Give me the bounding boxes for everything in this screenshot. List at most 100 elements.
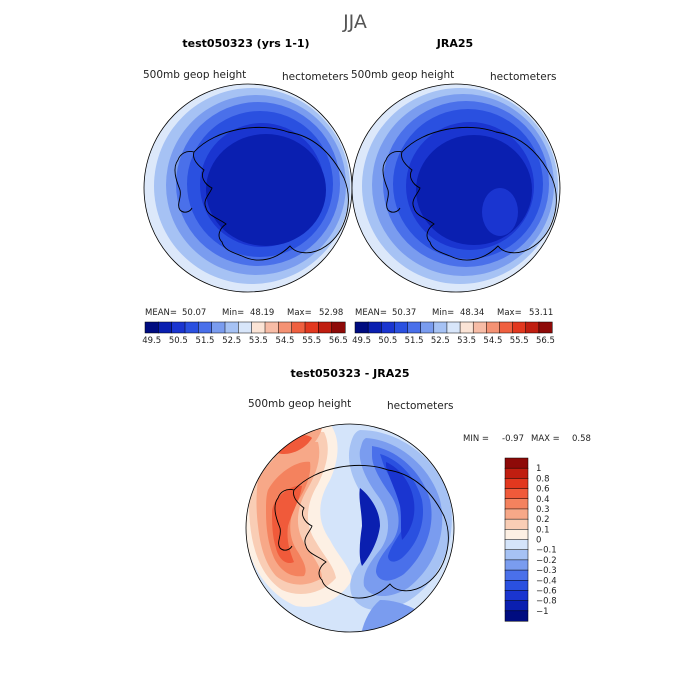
colorbar-tick-label: 51.5 bbox=[405, 336, 424, 346]
colorbar-swatch bbox=[504, 488, 529, 500]
stat-min-value: 48.34 bbox=[460, 308, 484, 318]
stat-max-value: 0.58 bbox=[572, 434, 591, 444]
colorbar-swatch bbox=[144, 321, 159, 334]
colorbar-tick-label: 54.5 bbox=[276, 336, 295, 346]
colorbar-swatch bbox=[446, 321, 461, 334]
colorbar-tick-label: 54.5 bbox=[483, 336, 502, 346]
stat-mean-label: MEAN= bbox=[355, 308, 387, 318]
colorbar-tick-label: 1 bbox=[536, 464, 541, 474]
colorbar-swatch bbox=[433, 321, 448, 334]
panel-obs-map bbox=[352, 84, 560, 292]
stat-mean-label: MEAN= bbox=[145, 308, 177, 318]
colorbar-swatch bbox=[499, 321, 514, 334]
colorbar-tick-label: −0.8 bbox=[536, 597, 557, 607]
figure-title: JJA bbox=[342, 11, 367, 33]
colorbar-swatch bbox=[504, 508, 529, 520]
colorbar-swatch bbox=[224, 321, 239, 334]
colorbar-swatch bbox=[504, 518, 529, 530]
colorbar-swatch bbox=[291, 321, 306, 334]
panel-diff-units-label: hectometers bbox=[387, 400, 453, 412]
panel-obs: JRA25 500mb geop height hectometers bbox=[351, 37, 561, 293]
colorbar-diff: 10.80.60.40.30.20.10−0.1−0.2−0.3−0.4−0.6… bbox=[504, 457, 557, 622]
colorbar-swatch bbox=[278, 321, 293, 334]
colorbar-tick-label: −0.2 bbox=[536, 556, 557, 566]
colorbar-tick-label: 49.5 bbox=[352, 336, 371, 346]
colorbar-swatch bbox=[504, 467, 529, 479]
colorbar-swatch bbox=[504, 457, 529, 469]
colorbar-obs: 49.5 50.5 51.5 52.5 53.5 54.5 55.5 56.5 bbox=[352, 321, 555, 346]
stat-max-value: 53.11 bbox=[529, 308, 553, 318]
colorbar-tick-label: 0.1 bbox=[536, 525, 550, 535]
colorbar-tick-label: 0.4 bbox=[536, 495, 550, 505]
colorbar-tick-label: 0.8 bbox=[536, 474, 550, 484]
colorbar-swatch bbox=[504, 600, 529, 612]
stat-min-label: Min= bbox=[432, 308, 454, 318]
colorbar-swatch bbox=[525, 321, 540, 334]
panel-model: test050323 (yrs 1-1) 500mb geop height h… bbox=[143, 37, 353, 293]
stat-min-label: MIN = bbox=[463, 434, 489, 444]
colorbar-swatch bbox=[504, 580, 529, 591]
colorbar-tick-label: 56.5 bbox=[536, 336, 555, 346]
stat-min-value: 48.19 bbox=[250, 308, 274, 318]
colorbar-swatch bbox=[504, 590, 529, 602]
colorbar-tick-label: 56.5 bbox=[329, 336, 348, 346]
colorbar-tick-label: −0.4 bbox=[536, 576, 557, 586]
stat-min-value: -0.97 bbox=[502, 434, 524, 444]
stat-max-label: Max= bbox=[287, 308, 312, 318]
panel-model-map bbox=[144, 84, 352, 292]
colorbar-swatch bbox=[171, 321, 186, 334]
colorbar-swatch bbox=[459, 321, 474, 334]
colorbar-tick-label: 55.5 bbox=[510, 336, 529, 346]
colorbar-swatch bbox=[538, 321, 553, 334]
panel-model-stats: MEAN= 50.07 Min= 48.19 Max= 52.98 bbox=[145, 308, 343, 318]
colorbar-swatch bbox=[354, 321, 369, 334]
colorbar-tick-label: 52.5 bbox=[431, 336, 450, 346]
colorbar-swatch bbox=[504, 549, 529, 561]
colorbar-swatch bbox=[264, 321, 279, 334]
colorbar-swatch bbox=[318, 321, 333, 334]
colorbar-tick-label: 51.5 bbox=[196, 336, 215, 346]
colorbar-swatch bbox=[158, 321, 173, 334]
panel-model-units-label: hectometers bbox=[282, 71, 348, 83]
colorbar-swatch bbox=[472, 321, 487, 334]
stat-mean-value: 50.07 bbox=[182, 308, 206, 318]
panel-diff-title: test050323 - JRA25 bbox=[290, 367, 409, 380]
colorbar-tick-label: 52.5 bbox=[222, 336, 241, 346]
colorbar-tick-label: 50.5 bbox=[378, 336, 397, 346]
colorbar-swatch bbox=[504, 610, 529, 622]
colorbar-swatch bbox=[304, 321, 319, 334]
colorbar-swatch bbox=[367, 321, 382, 334]
colorbar-tick-label: 49.5 bbox=[142, 336, 161, 346]
colorbar-swatch bbox=[504, 498, 529, 510]
colorbar-swatch bbox=[504, 529, 529, 541]
colorbar-tick-label: 0.2 bbox=[536, 515, 550, 525]
colorbar-tick-label: −0.1 bbox=[536, 546, 557, 556]
colorbar-model: 49.5 50.5 51.5 52.5 53.5 54.5 55.5 56.5 bbox=[142, 321, 348, 346]
colorbar-swatch bbox=[251, 321, 266, 334]
colorbar-tick-label: 53.5 bbox=[249, 336, 268, 346]
stat-max-value: 52.98 bbox=[319, 308, 343, 318]
stat-mean-value: 50.37 bbox=[392, 308, 416, 318]
colorbar-tick-label: 0 bbox=[536, 536, 541, 546]
panel-diff-field-label: 500mb geop height bbox=[248, 398, 351, 410]
colorbar-tick-label: −0.6 bbox=[536, 586, 557, 596]
colorbar-swatch bbox=[238, 321, 253, 334]
panel-model-title: test050323 (yrs 1-1) bbox=[182, 37, 309, 50]
colorbar-swatch bbox=[394, 321, 409, 334]
colorbar-swatch bbox=[486, 321, 501, 334]
colorbar-swatch bbox=[504, 539, 529, 551]
panel-obs-field-label: 500mb geop height bbox=[351, 69, 454, 81]
colorbar-tick-label: 55.5 bbox=[302, 336, 321, 346]
colorbar-swatch bbox=[381, 321, 395, 334]
colorbar-swatch bbox=[198, 321, 213, 334]
stat-max-label: MAX = bbox=[531, 434, 560, 444]
colorbar-tick-label: −1 bbox=[536, 607, 549, 617]
colorbar-swatch bbox=[504, 478, 529, 490]
colorbar-tick-label: −0.3 bbox=[536, 566, 557, 576]
panel-obs-stats: MEAN= 50.37 Min= 48.34 Max= 53.11 bbox=[355, 308, 553, 318]
colorbar-swatch bbox=[512, 321, 527, 334]
colorbar-swatch bbox=[407, 321, 422, 334]
panel-diff-stats: MIN = -0.97 MAX = 0.58 bbox=[463, 434, 591, 444]
colorbar-tick-label: 0.6 bbox=[536, 485, 550, 495]
colorbar-swatch bbox=[211, 321, 226, 334]
